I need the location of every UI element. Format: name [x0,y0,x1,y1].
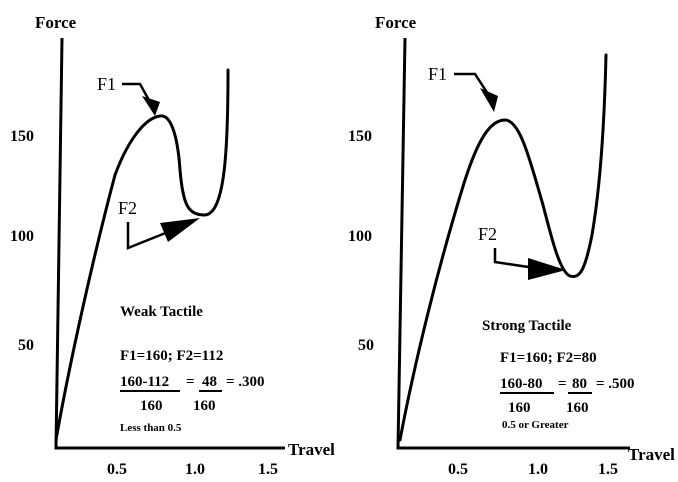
f2-label: F2 [478,224,497,244]
y-axis-label: Force [375,13,417,32]
f2-arrow [493,248,536,270]
annotation-line: F1=160; F2=80 [500,350,597,366]
x-tick-label: 0.5 [448,461,468,478]
annotation-numerator-2: 80 [572,376,587,392]
annotation-denominator-2: 160 [566,400,589,416]
y-tick-label: 100 [348,228,372,245]
annotation-denominator-2: 160 [193,398,216,414]
f2-label: F2 [118,198,137,218]
x-tick-label: 1.0 [528,461,548,478]
f1-label: F1 [428,64,447,84]
annotation-title: Weak Tactile [120,304,203,320]
y-tick-label: 50 [358,337,374,354]
annotation-note: 0.5 or Greater [502,419,569,431]
y-tick-label: 100 [10,228,34,245]
f1-arrow [122,82,152,103]
annotation-title: Strong Tactile [482,318,572,334]
f1-arrow [454,72,490,95]
annotation-numerator-2: 48 [202,374,217,390]
series-line [398,53,608,442]
annotation-numerator: 160-80 [500,376,543,392]
annotation-equals: = [558,376,567,392]
f1-label: F1 [97,74,116,94]
y-tick-label: 50 [18,337,34,354]
f1-arrowhead [142,96,160,116]
annotation-line: F1=160; F2=112 [120,348,223,364]
y-tick-label: 150 [10,128,34,145]
annotation-equals: = [186,374,195,390]
f1-arrowhead [480,88,498,112]
x-tick-label: 1.5 [258,461,278,478]
axes [396,37,630,450]
x-tick-label: 1.5 [598,461,618,478]
f2-arrowhead [160,218,200,242]
x-tick-label: 0.5 [107,461,127,478]
chart-weak-tactile: Force Travel 150 100 50 0.5 1.0 1.5 F1 F… [10,13,335,478]
axes [54,37,285,450]
annotation-denominator: 160 [508,400,531,416]
f2-arrow [126,222,169,250]
x-axis-label: Travel [628,445,675,464]
y-tick-label: 150 [348,128,372,145]
annotation-result: = .500 [596,376,635,392]
annotation-note: Less than 0.5 [120,422,182,434]
x-axis-label: Travel [288,440,335,459]
series-line [54,68,230,442]
chart-strong-tactile: Force Travel 150 100 50 0.5 1.0 1.5 F1 F… [348,13,675,478]
y-axis-label: Force [35,13,77,32]
annotation-denominator: 160 [140,398,163,414]
annotation-result: = .300 [226,374,265,390]
f2-arrowhead [528,258,566,280]
x-tick-label: 1.0 [185,461,205,478]
annotation-numerator: 160-112 [120,374,169,390]
